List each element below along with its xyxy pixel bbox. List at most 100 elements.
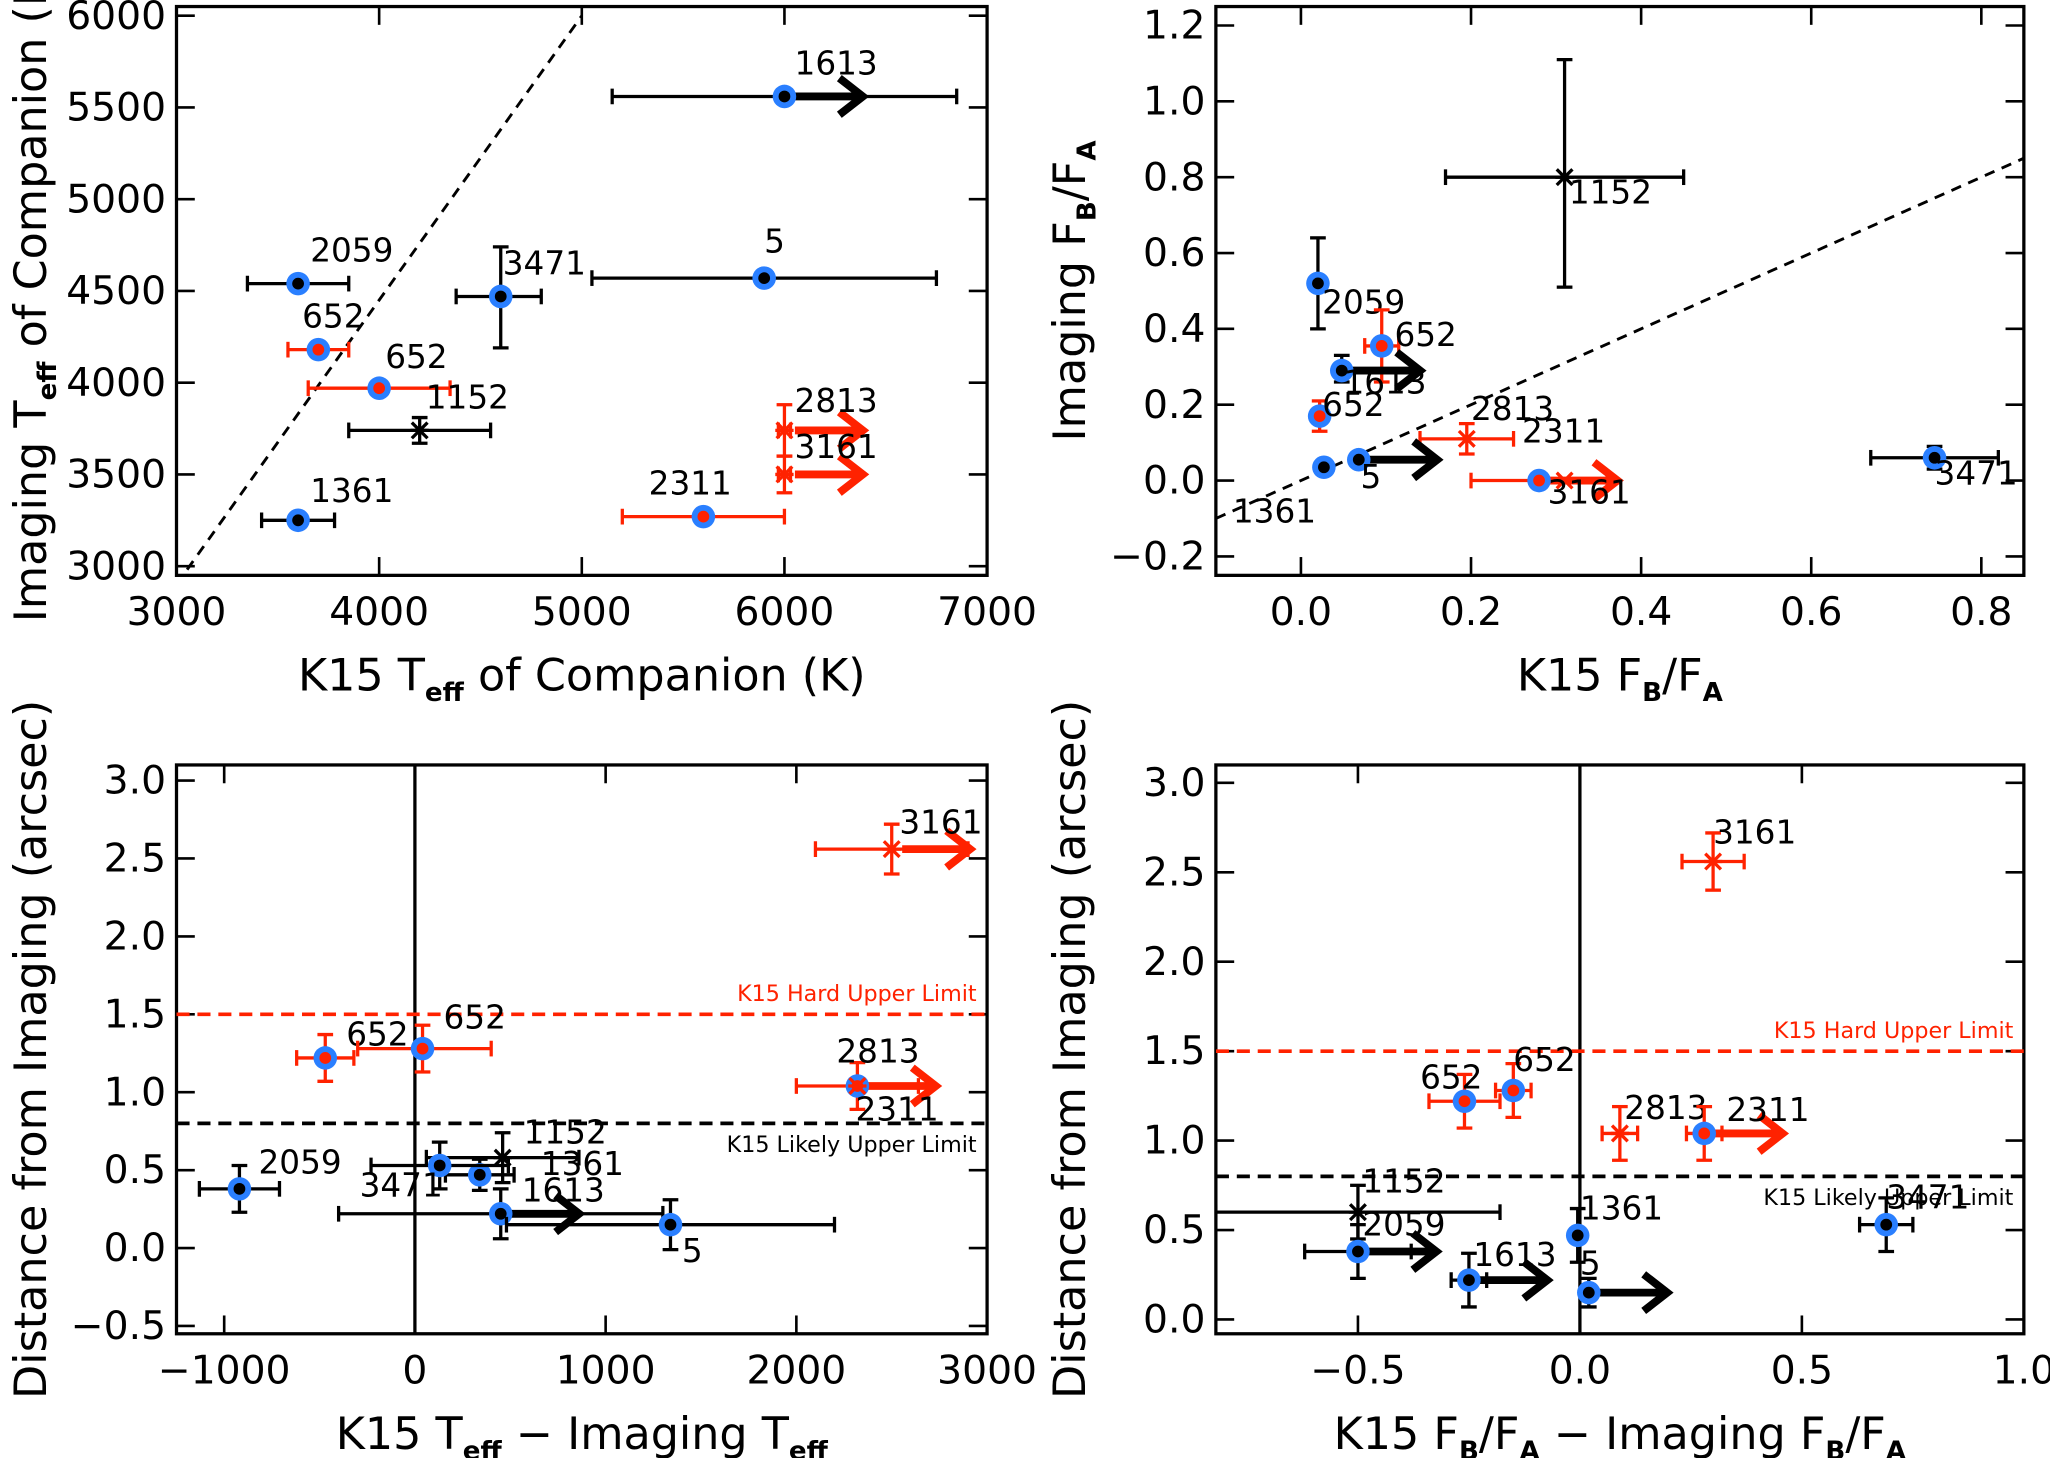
point-label: 5 bbox=[1580, 1245, 1601, 1283]
data-point: 2311 bbox=[1684, 1091, 1810, 1162]
marker-dot bbox=[1375, 340, 1388, 352]
x-axis-title: K15 Teff − Imaging Teff bbox=[336, 1409, 829, 1458]
marker-asterisk bbox=[775, 421, 794, 440]
y-axis-title-part-0: Imaging T bbox=[6, 400, 57, 623]
y-tick-label: 0.2 bbox=[1143, 383, 1205, 428]
arrow-head bbox=[1591, 459, 1624, 502]
data-point: 2311 bbox=[620, 465, 787, 529]
data-point: 1152 bbox=[424, 1114, 607, 1185]
x-tick-label: 0.5 bbox=[1771, 1348, 1833, 1393]
x-axis-title: K15 FB/FA − Imaging FB/FA bbox=[1334, 1409, 1907, 1458]
marker-dot bbox=[1352, 1245, 1364, 1258]
x-tick-label: 0.0 bbox=[1270, 590, 1332, 635]
marker-dot bbox=[1463, 1274, 1475, 1286]
x-axis-title-part-1: eff bbox=[463, 1436, 503, 1458]
y-tick-label: 0.8 bbox=[1143, 155, 1205, 200]
marker-dot bbox=[494, 290, 507, 303]
point-label: 3161 bbox=[1713, 814, 1796, 852]
y-axis-title-part-1: B bbox=[1073, 201, 1103, 221]
data-point: 5 bbox=[590, 222, 939, 290]
y-tick-label: 0.5 bbox=[1143, 1208, 1205, 1253]
data-point: 2813 bbox=[1600, 1089, 1707, 1162]
arrow-head bbox=[836, 453, 870, 496]
y-axis-title: Imaging Teff of Companion (K) bbox=[6, 0, 63, 622]
y-tick-label: 4500 bbox=[66, 269, 166, 314]
x-tick-label: −0.5 bbox=[1310, 1348, 1405, 1393]
data-point: 3161 bbox=[1548, 471, 1631, 511]
data-point: 1613 bbox=[610, 44, 959, 118]
marker-dot bbox=[1880, 1218, 1893, 1231]
marker-asterisk bbox=[848, 1076, 867, 1095]
arrow-head bbox=[1641, 1271, 1674, 1315]
x-axis-title-part-3: eff bbox=[789, 1436, 829, 1458]
data-point: 1152 bbox=[1215, 1162, 1502, 1241]
data-point: 2059 bbox=[245, 232, 393, 296]
limit-label: K15 Hard Upper Limit bbox=[737, 981, 977, 1007]
data-point: 1613 bbox=[1329, 349, 1427, 401]
point-label: 5 bbox=[764, 222, 785, 260]
point-label: 2311 bbox=[1726, 1091, 1809, 1129]
marker-dot bbox=[1312, 277, 1324, 290]
y-tick-label: 0.0 bbox=[1143, 459, 1205, 504]
point-label: 652 bbox=[1420, 1059, 1482, 1097]
y-axis-title-part-3: A bbox=[1073, 140, 1103, 161]
x-tick-label: 0.4 bbox=[1610, 590, 1672, 635]
y-axis-title-part-2: of Companion (K) bbox=[6, 0, 57, 361]
point-label: 2059 bbox=[259, 1143, 342, 1181]
data-point: 3471 bbox=[1869, 444, 2018, 492]
data-point: 2059 bbox=[1306, 236, 1405, 331]
y-tick-label: 5000 bbox=[66, 177, 166, 222]
x-tick-label: 7000 bbox=[937, 590, 1037, 635]
x-axis-title-part-7: A bbox=[1886, 1436, 1907, 1458]
data-point: 1613 bbox=[1449, 1236, 1557, 1309]
data-point: 1152 bbox=[1443, 57, 1686, 289]
data-point: 652 bbox=[1307, 386, 1385, 433]
point-label: 652 bbox=[302, 298, 364, 336]
x-axis-title-part-0: K15 F bbox=[1517, 650, 1642, 701]
data-point: 2311 bbox=[848, 1076, 939, 1128]
point-label: 1613 bbox=[522, 1171, 605, 1209]
data-point: 652 bbox=[306, 338, 452, 400]
point-label: 3161 bbox=[899, 804, 982, 842]
x-axis-title-part-2: of Companion (K) bbox=[464, 650, 866, 701]
y-tick-label: 0.0 bbox=[104, 1226, 166, 1271]
data-point: 652 bbox=[1420, 1059, 1502, 1130]
y-tick-label: 1.5 bbox=[104, 992, 166, 1037]
marker-dot bbox=[416, 1042, 429, 1055]
x-axis-title-part-0: K15 T bbox=[336, 1409, 464, 1458]
point-label: 3161 bbox=[1548, 473, 1631, 511]
marker-dot bbox=[494, 1207, 507, 1220]
one-to-one-line bbox=[181, 14, 583, 576]
point-label: 3471 bbox=[360, 1167, 443, 1205]
marker-dot bbox=[292, 277, 304, 290]
marker-dot bbox=[312, 343, 325, 356]
x-tick-label: 3000 bbox=[127, 590, 227, 635]
point-label: 3471 bbox=[503, 244, 586, 282]
point-label: 2311 bbox=[1522, 413, 1605, 451]
data-point: 2311 bbox=[1469, 413, 1624, 502]
marker-dot bbox=[1313, 410, 1326, 422]
data-point: 5 bbox=[1577, 1245, 1674, 1315]
limit-label: K15 Hard Upper Limit bbox=[1774, 1018, 2014, 1044]
data-point: 3161 bbox=[1680, 814, 1796, 892]
x-axis-title-part-0: K15 T bbox=[298, 650, 426, 701]
x-axis-title-part-0: K15 F bbox=[1334, 1409, 1459, 1458]
y-tick-label: 1.0 bbox=[1143, 79, 1205, 124]
x-axis-title-part-2: /F bbox=[1662, 650, 1703, 701]
y-tick-label: 3.0 bbox=[1143, 761, 1205, 806]
data-point: 3471 bbox=[454, 244, 586, 350]
point-label: 5 bbox=[1360, 458, 1381, 496]
chart-panel-bottom-left: −1000 0 1000 2000 3000 −0.5 0.0 0.5 1.0 1.5 2.0 2.5… bbox=[6, 700, 1037, 1458]
x-tick-label: 0.0 bbox=[1549, 1348, 1611, 1393]
x-axis-title: K15 Teff of Companion (K) bbox=[298, 650, 866, 707]
point-label: 1152 bbox=[426, 378, 509, 416]
y-tick-label: 6000 bbox=[66, 0, 166, 39]
x-tick-label: −1000 bbox=[158, 1348, 291, 1393]
y-axis-title-part-0: Distance from Imaging (arcsec) bbox=[6, 700, 57, 1399]
marker-dot bbox=[1352, 453, 1365, 466]
y-axis-title-part-2: /F bbox=[1045, 161, 1096, 202]
plot-frame bbox=[1214, 4, 2026, 577]
